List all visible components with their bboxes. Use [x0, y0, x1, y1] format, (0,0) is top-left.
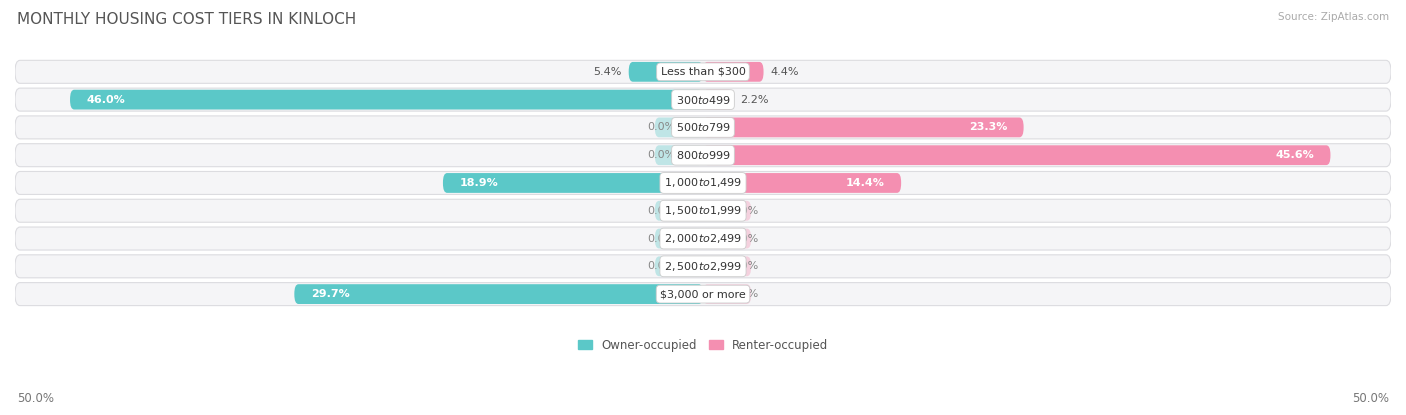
Text: $2,500 to $2,999: $2,500 to $2,999 — [664, 260, 742, 273]
Legend: Owner-occupied, Renter-occupied: Owner-occupied, Renter-occupied — [572, 334, 834, 356]
FancyBboxPatch shape — [703, 62, 763, 82]
Text: $800 to $999: $800 to $999 — [675, 149, 731, 161]
Text: 0.0%: 0.0% — [647, 261, 675, 271]
Text: 0.0%: 0.0% — [647, 122, 675, 132]
Text: 46.0%: 46.0% — [87, 95, 125, 105]
FancyBboxPatch shape — [15, 227, 1391, 250]
FancyBboxPatch shape — [655, 145, 703, 165]
Text: $3,000 or more: $3,000 or more — [661, 289, 745, 299]
Text: 0.0%: 0.0% — [731, 289, 759, 299]
FancyBboxPatch shape — [703, 117, 1024, 137]
Text: 0.0%: 0.0% — [731, 206, 759, 216]
FancyBboxPatch shape — [655, 201, 703, 221]
Text: $1,000 to $1,499: $1,000 to $1,499 — [664, 176, 742, 190]
FancyBboxPatch shape — [443, 173, 703, 193]
Text: MONTHLY HOUSING COST TIERS IN KINLOCH: MONTHLY HOUSING COST TIERS IN KINLOCH — [17, 12, 356, 27]
Text: Less than $300: Less than $300 — [661, 67, 745, 77]
FancyBboxPatch shape — [15, 144, 1391, 167]
Text: Source: ZipAtlas.com: Source: ZipAtlas.com — [1278, 12, 1389, 22]
Text: 23.3%: 23.3% — [969, 122, 1007, 132]
FancyBboxPatch shape — [15, 116, 1391, 139]
FancyBboxPatch shape — [15, 283, 1391, 305]
Text: 0.0%: 0.0% — [647, 150, 675, 160]
Text: $2,000 to $2,499: $2,000 to $2,499 — [664, 232, 742, 245]
FancyBboxPatch shape — [655, 117, 703, 137]
FancyBboxPatch shape — [703, 256, 751, 276]
FancyBboxPatch shape — [15, 199, 1391, 222]
Text: 2.2%: 2.2% — [740, 95, 769, 105]
FancyBboxPatch shape — [703, 284, 751, 304]
Text: 0.0%: 0.0% — [731, 261, 759, 271]
FancyBboxPatch shape — [703, 145, 1330, 165]
Text: 5.4%: 5.4% — [593, 67, 621, 77]
Text: 29.7%: 29.7% — [311, 289, 350, 299]
Text: 0.0%: 0.0% — [647, 206, 675, 216]
Text: $1,500 to $1,999: $1,500 to $1,999 — [664, 204, 742, 217]
Text: 4.4%: 4.4% — [770, 67, 799, 77]
FancyBboxPatch shape — [703, 173, 901, 193]
FancyBboxPatch shape — [703, 229, 751, 249]
FancyBboxPatch shape — [655, 229, 703, 249]
Text: $300 to $499: $300 to $499 — [675, 94, 731, 105]
Text: 18.9%: 18.9% — [460, 178, 498, 188]
FancyBboxPatch shape — [703, 201, 751, 221]
FancyBboxPatch shape — [655, 256, 703, 276]
FancyBboxPatch shape — [15, 171, 1391, 195]
FancyBboxPatch shape — [628, 62, 703, 82]
FancyBboxPatch shape — [70, 90, 703, 110]
FancyBboxPatch shape — [703, 90, 734, 110]
FancyBboxPatch shape — [15, 60, 1391, 83]
FancyBboxPatch shape — [15, 255, 1391, 278]
FancyBboxPatch shape — [294, 284, 703, 304]
FancyBboxPatch shape — [15, 88, 1391, 111]
Text: 50.0%: 50.0% — [17, 392, 53, 405]
Text: 0.0%: 0.0% — [731, 234, 759, 244]
Text: 45.6%: 45.6% — [1275, 150, 1315, 160]
Text: 0.0%: 0.0% — [647, 234, 675, 244]
Text: $500 to $799: $500 to $799 — [675, 122, 731, 133]
Text: 50.0%: 50.0% — [1353, 392, 1389, 405]
Text: 14.4%: 14.4% — [846, 178, 884, 188]
